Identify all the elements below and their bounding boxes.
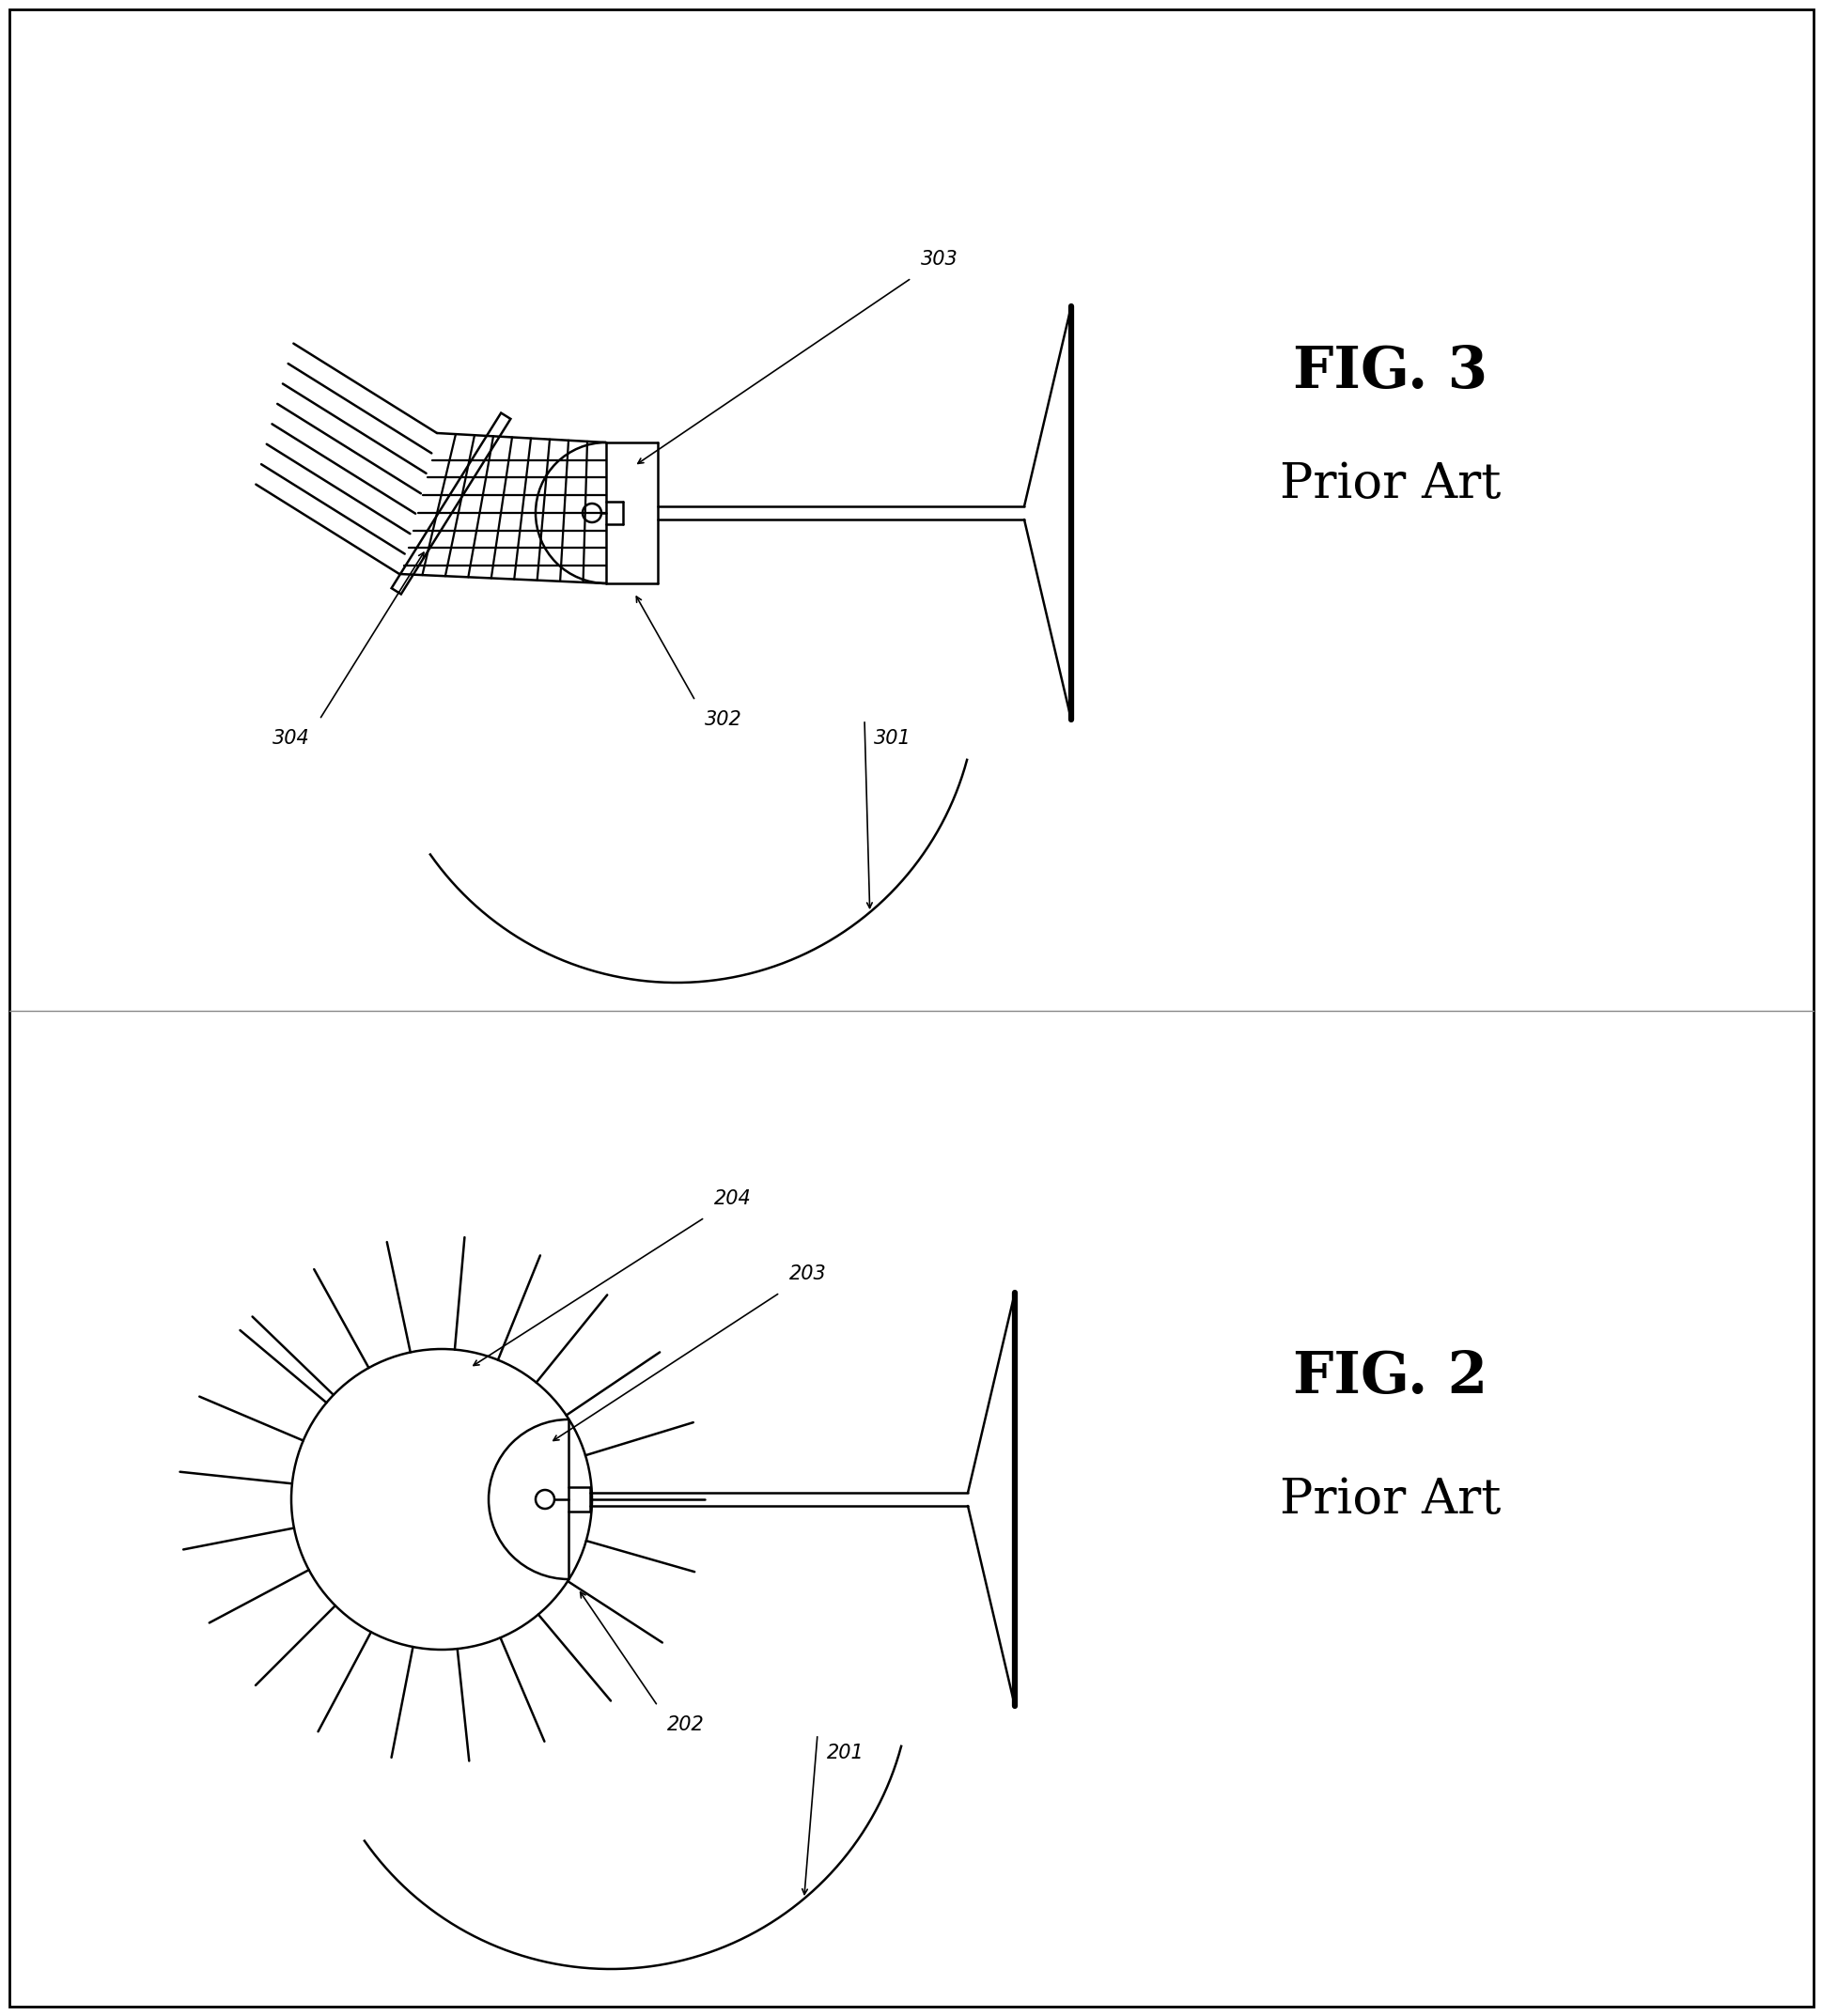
Text: 303: 303 xyxy=(920,250,958,268)
Text: FIG. 3: FIG. 3 xyxy=(1294,345,1487,401)
Text: 201: 201 xyxy=(827,1744,864,1762)
Text: 203: 203 xyxy=(789,1264,825,1284)
Text: Prior Art: Prior Art xyxy=(1279,1476,1501,1524)
Text: 301: 301 xyxy=(873,730,911,748)
Text: 204: 204 xyxy=(714,1189,751,1208)
Text: 302: 302 xyxy=(705,710,742,730)
Text: 304: 304 xyxy=(273,730,310,748)
Text: Prior Art: Prior Art xyxy=(1279,462,1501,508)
Text: 202: 202 xyxy=(667,1716,703,1734)
Text: FIG. 2: FIG. 2 xyxy=(1292,1349,1487,1405)
